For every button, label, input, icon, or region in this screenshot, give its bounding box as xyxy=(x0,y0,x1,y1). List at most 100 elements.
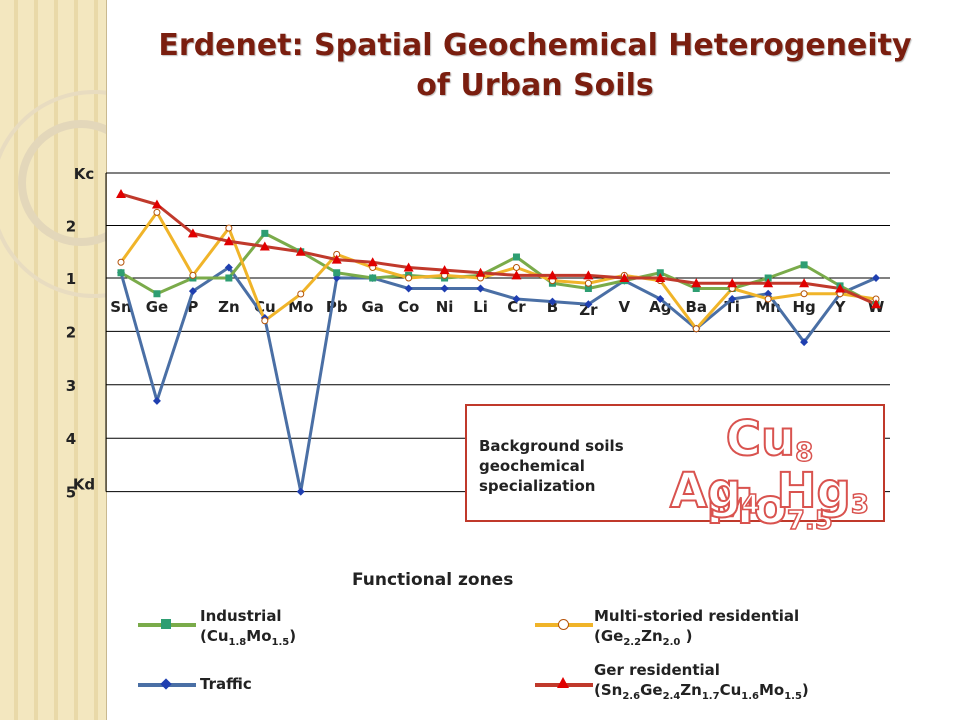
point-multi-hg xyxy=(800,290,808,298)
point-traffic-li xyxy=(476,284,485,293)
point-multi-mo xyxy=(297,290,305,298)
legend-industrial-marker xyxy=(161,619,171,629)
point-multi-sn xyxy=(117,258,125,266)
x-tick-label-v: V xyxy=(619,298,631,316)
point-ger-hg xyxy=(799,278,810,288)
y-label-top: Kc xyxy=(74,165,95,183)
legend-multi-formula: (Ge2.2Zn2.0 ) xyxy=(594,627,693,648)
y-label-bottom: Kd xyxy=(73,476,95,494)
background-specialization-box: Background soils geochemical specializat… xyxy=(465,404,885,537)
x-tick-label-hg: Hg xyxy=(792,298,815,316)
title-line2: of Urban Soils xyxy=(416,68,654,103)
point-ger-cu xyxy=(259,241,270,251)
point-industrial-hg xyxy=(800,261,808,269)
series-line-ger xyxy=(120,192,877,306)
point-ger-zr xyxy=(583,270,594,280)
point-multi-mn xyxy=(764,295,772,303)
legend-ger: Ger residential (Sn2.6Ge2.4Zn1.7Cu1.6Mo1… xyxy=(594,660,809,707)
point-traffic-co xyxy=(404,284,413,293)
legend-ger-marker xyxy=(557,677,569,688)
point-ger-v xyxy=(619,273,630,282)
point-ger-ge xyxy=(151,199,162,209)
point-multi-co xyxy=(405,274,413,282)
legend-multi-name: Multi-storied residential xyxy=(594,607,800,625)
point-traffic-hg xyxy=(800,338,809,347)
y-tick-label-5: 5 xyxy=(66,484,76,502)
point-ger-ga xyxy=(367,257,378,267)
point-traffic-cr xyxy=(512,295,521,303)
point-industrial-pb xyxy=(333,269,341,277)
point-traffic-ti xyxy=(728,295,737,303)
series-line-traffic xyxy=(119,266,877,494)
legend-multi: Multi-storied residential (Ge2.2Zn2.0 ) xyxy=(594,606,799,653)
point-ger-li xyxy=(475,267,486,277)
point-industrial-ba xyxy=(692,285,700,292)
legend-industrial-name: Industrial xyxy=(200,607,282,625)
page-title: Erdenet: Spatial Geochemical Heterogenei… xyxy=(110,26,960,106)
point-multi-ge xyxy=(153,208,161,216)
x-tick-label-ga: Ga xyxy=(361,298,383,316)
point-multi-cu xyxy=(261,317,269,325)
y-tick-label-3: 3 xyxy=(66,377,76,395)
x-tick-label-pb: Pb xyxy=(326,298,348,316)
point-ger-mn xyxy=(763,278,774,288)
point-industrial-ag xyxy=(656,269,664,277)
point-multi-cr xyxy=(512,264,520,271)
point-ger-zn xyxy=(223,236,234,246)
x-tick-label-b: B xyxy=(547,298,558,316)
y-tick-label-1: 1 xyxy=(66,270,76,288)
y-tick-label-0: 2 xyxy=(66,218,76,236)
x-tick-label-li: Li xyxy=(473,298,488,316)
legend-traffic-name: Traffic xyxy=(200,675,252,693)
point-traffic-ge xyxy=(152,396,161,405)
point-traffic-w xyxy=(872,274,880,282)
title-place: Erdenet: xyxy=(158,28,304,63)
legend-title: Functional zones xyxy=(352,570,514,590)
point-industrial-cu xyxy=(261,229,269,237)
title-main: Spatial Geochemical Heterogeneity xyxy=(303,28,912,63)
point-industrial-mn xyxy=(764,274,772,282)
x-tick-label-mo: Mo xyxy=(288,298,313,316)
legend-ger-name: Ger residential xyxy=(594,661,720,679)
point-industrial-ge xyxy=(153,290,161,298)
point-multi-zr xyxy=(584,279,592,287)
point-traffic-mo xyxy=(296,487,305,496)
legend-traffic: Traffic xyxy=(200,674,252,694)
x-tick-label-ge: Ge xyxy=(146,298,169,316)
background-label: Background soils geochemical specializat… xyxy=(479,437,624,495)
point-multi-ba xyxy=(692,325,700,333)
legend-industrial: Industrial (Cu1.8Mo1.5) xyxy=(200,606,296,653)
background-formula-line2: Ag4 Hg3 xyxy=(669,463,870,521)
point-industrial-zr xyxy=(584,285,592,292)
point-traffic-b xyxy=(548,297,557,306)
x-tick-label-zn: Zn xyxy=(218,298,240,316)
legend-multi-marker xyxy=(558,619,569,630)
x-tick-label-ni: Ni xyxy=(436,298,454,316)
x-tick-label-cr: Cr xyxy=(507,298,526,316)
x-tick-label-co: Co xyxy=(398,298,419,316)
point-ger-ti xyxy=(727,278,738,288)
y-tick-label-2: 2 xyxy=(66,323,76,341)
point-ger-ni xyxy=(439,265,450,275)
point-ger-ba xyxy=(691,278,702,288)
point-ger-mo xyxy=(295,246,306,256)
point-ger-w xyxy=(871,299,881,309)
legend-industrial-formula: (Cu1.8Mo1.5) xyxy=(200,627,297,648)
point-ger-y xyxy=(835,283,846,293)
y-tick-label-4: 4 xyxy=(66,430,76,448)
point-industrial-ga xyxy=(369,274,377,282)
x-tick-label-y: Y xyxy=(834,298,847,316)
point-ger-co xyxy=(403,262,414,272)
x-tick-label-ba: Ba xyxy=(685,298,707,316)
decorative-sidebar xyxy=(0,0,107,720)
point-ger-ag xyxy=(655,273,666,282)
point-ger-cr xyxy=(511,270,522,280)
point-industrial-sn xyxy=(117,269,125,277)
x-tick-label-zr: Zr xyxy=(579,301,598,319)
point-industrial-zn xyxy=(225,274,233,282)
legend-ger-formula: (Sn2.6Ge2.4Zn1.7Cu1.6Mo1.5) xyxy=(594,681,809,702)
point-traffic-ni xyxy=(440,284,449,293)
point-multi-zn xyxy=(225,224,233,232)
point-ger-b xyxy=(547,270,558,280)
point-ger-sn xyxy=(116,189,126,198)
